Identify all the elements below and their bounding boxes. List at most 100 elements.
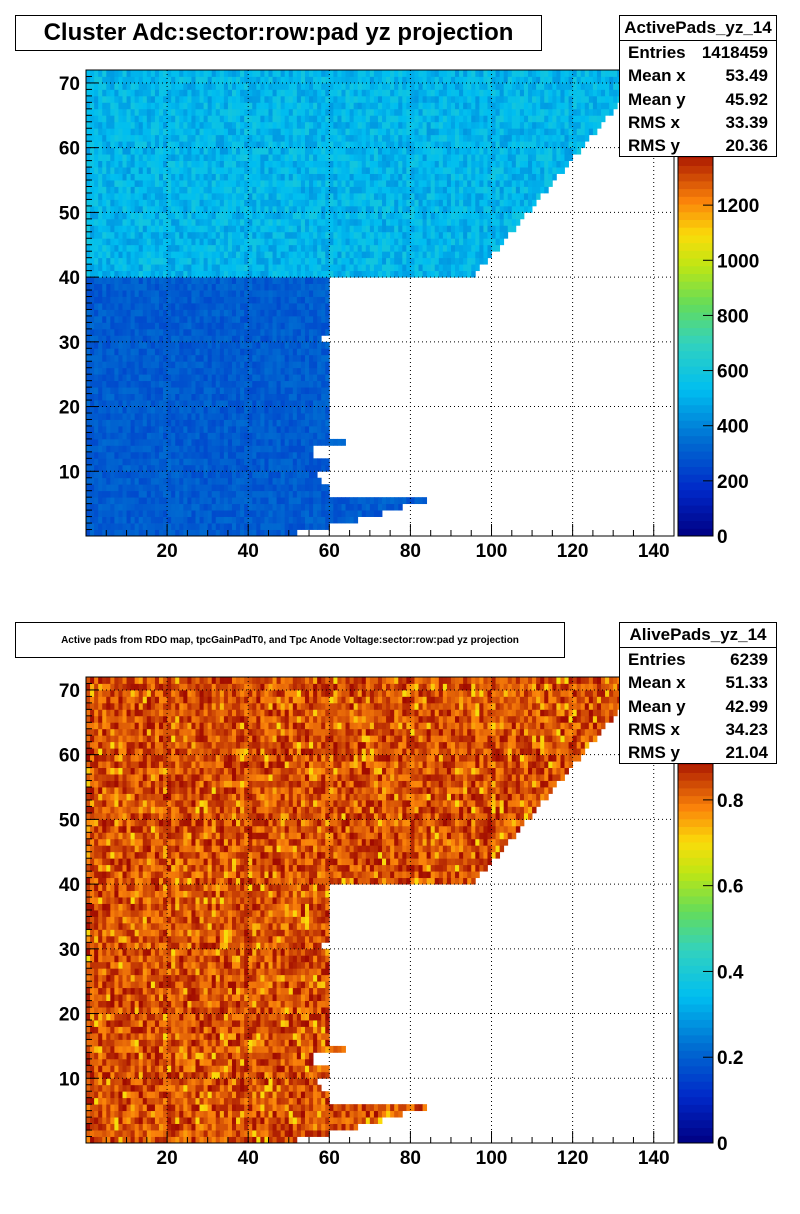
heatmap-cell xyxy=(244,173,249,181)
heatmap-cell xyxy=(154,180,160,187)
heatmap-cell xyxy=(227,432,233,440)
heatmap-cell xyxy=(284,341,290,349)
heatmap-cell xyxy=(337,160,342,168)
heatmap-cell xyxy=(329,497,334,505)
heatmap-cell xyxy=(329,257,334,265)
heatmap-cell xyxy=(450,270,456,278)
heatmap-cell xyxy=(471,173,476,181)
heatmap-cell xyxy=(207,141,213,149)
heatmap-cell xyxy=(146,128,152,136)
heatmap-cell xyxy=(106,231,111,239)
heatmap-cell xyxy=(183,290,188,297)
heatmap-cell xyxy=(244,328,249,336)
heatmap-cell xyxy=(272,516,277,524)
heatmap-cell xyxy=(114,192,119,200)
heatmap-cell xyxy=(292,484,298,492)
heatmap-cell xyxy=(122,445,127,453)
heatmap-cell xyxy=(179,497,184,505)
heatmap-cell xyxy=(272,186,277,194)
heatmap-cell xyxy=(167,134,172,142)
heatmap-cell xyxy=(179,290,184,297)
heatmap-cell xyxy=(219,458,225,466)
heatmap-cell xyxy=(126,374,132,382)
heatmap-cell xyxy=(313,205,318,213)
heatmap-cell xyxy=(325,510,330,517)
heatmap-cell xyxy=(114,419,119,427)
heatmap-cell xyxy=(195,490,200,498)
heatmap-cell xyxy=(240,393,245,401)
heatmap-cell xyxy=(211,199,217,207)
heatmap-cell xyxy=(450,180,456,187)
heatmap-cell xyxy=(240,380,245,388)
heatmap-cell xyxy=(313,212,318,220)
heatmap-cell xyxy=(118,361,123,369)
heatmap-cell xyxy=(207,374,213,382)
heatmap-cell xyxy=(167,283,172,291)
heatmap-cell xyxy=(130,341,136,349)
heatmap-cell xyxy=(110,154,115,162)
heatmap-cell xyxy=(568,147,574,155)
heatmap-cell xyxy=(130,451,136,459)
heatmap-cell xyxy=(483,160,488,168)
heatmap-cell xyxy=(284,141,290,149)
heatmap-cell xyxy=(94,186,99,194)
heatmap-cell xyxy=(268,225,273,233)
heatmap-cell xyxy=(150,516,156,524)
heatmap-cell xyxy=(309,238,314,246)
heatmap-cell xyxy=(309,212,314,220)
heatmap-cell xyxy=(86,225,91,233)
heatmap-cell xyxy=(296,296,302,304)
heatmap-cell xyxy=(236,173,241,181)
heatmap-cell xyxy=(110,160,115,168)
heatmap-cell xyxy=(240,231,245,239)
heatmap-cell xyxy=(179,328,184,336)
heatmap-cell xyxy=(207,425,213,433)
heatmap-cell xyxy=(552,147,557,155)
heatmap-cell xyxy=(296,477,302,485)
heatmap-cell xyxy=(349,270,355,278)
heatmap-cell xyxy=(361,238,367,246)
heatmap-cell xyxy=(138,387,144,395)
heatmap-cell xyxy=(507,218,513,226)
heatmap-cell xyxy=(244,425,249,433)
heatmap-cell xyxy=(519,167,525,174)
heatmap-cell xyxy=(426,218,432,226)
heatmap-cell xyxy=(163,134,168,142)
heatmap-cell xyxy=(272,154,277,162)
heatmap-cell xyxy=(296,419,302,427)
heatmap-cell xyxy=(122,438,127,446)
heatmap-cell xyxy=(276,348,282,356)
heatmap-cell xyxy=(361,270,367,278)
heatmap-cell xyxy=(292,477,298,485)
heatmap-cell xyxy=(236,490,241,498)
heatmap-cell xyxy=(337,173,342,181)
heatmap-cell xyxy=(459,192,464,200)
heatmap-cell xyxy=(207,503,213,511)
heatmap-cell xyxy=(231,173,237,181)
heatmap-cell xyxy=(138,277,144,284)
heatmap-cell xyxy=(130,128,136,136)
heatmap-cell xyxy=(276,380,282,388)
heatmap-cell xyxy=(410,231,415,239)
heatmap-cell xyxy=(337,199,342,207)
heatmap-cell xyxy=(288,128,294,136)
heatmap-cell xyxy=(382,167,387,174)
heatmap-cell xyxy=(158,244,164,252)
heatmap-cell xyxy=(130,367,136,375)
heatmap-cell xyxy=(106,186,111,194)
heatmap-cell xyxy=(183,361,188,369)
heatmap-cell xyxy=(459,128,464,136)
heatmap-cell xyxy=(503,160,509,168)
heatmap-cell xyxy=(288,154,294,162)
heatmap-cell xyxy=(353,516,359,524)
heatmap-cell xyxy=(179,167,184,174)
heatmap-cell xyxy=(317,309,322,317)
heatmap-cell xyxy=(248,458,253,466)
heatmap-cell xyxy=(300,458,306,466)
heatmap-cell xyxy=(248,238,253,246)
heatmap-cell xyxy=(183,173,188,181)
heatmap-cell xyxy=(236,464,241,472)
heatmap-cell xyxy=(414,244,419,252)
heatmap-cell xyxy=(515,205,521,213)
heatmap-cell xyxy=(167,503,172,511)
